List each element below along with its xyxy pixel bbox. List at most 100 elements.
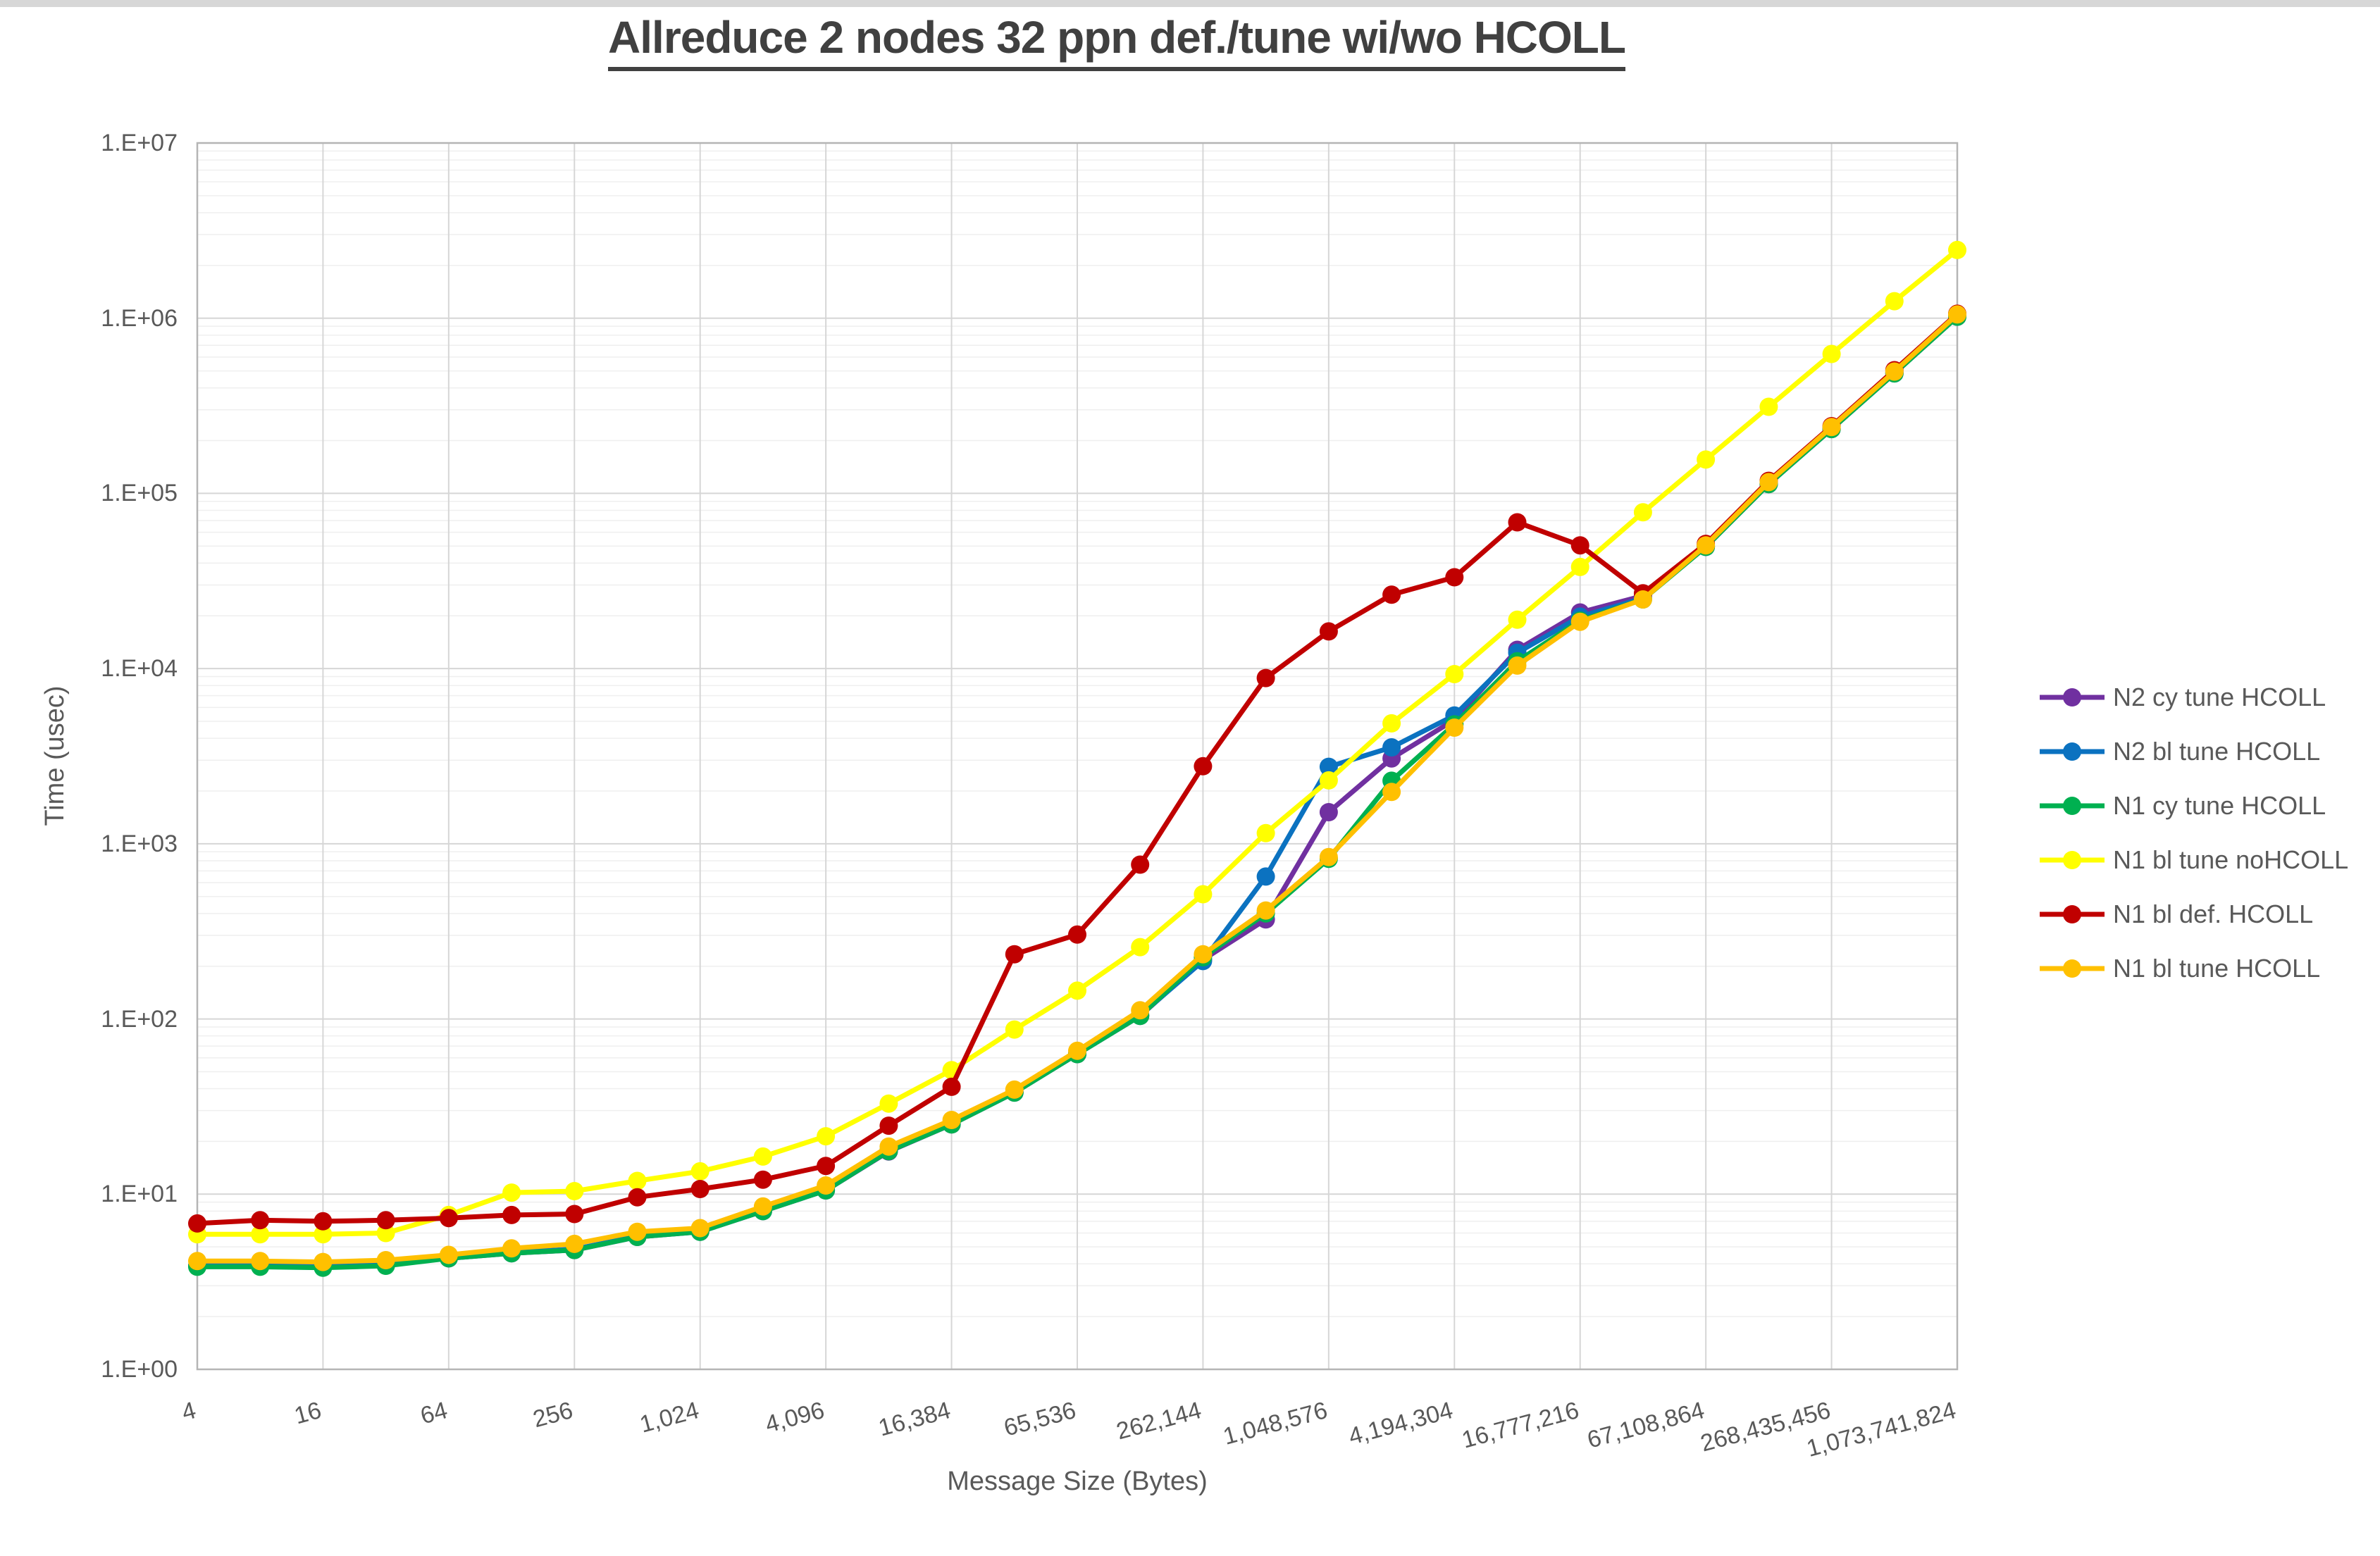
data-point <box>1005 945 1024 964</box>
legend-label: N1 cy tune HCOLL <box>2113 790 2326 820</box>
data-point <box>1319 771 1338 790</box>
data-point <box>1885 362 1904 381</box>
legend-item-2: N1 cy tune HCOLL <box>2038 778 2348 833</box>
data-point <box>188 1252 206 1271</box>
data-point <box>1445 568 1464 587</box>
data-point <box>1508 610 1527 629</box>
data-point <box>1885 292 1904 311</box>
data-point <box>1319 847 1338 866</box>
data-point <box>1256 901 1275 920</box>
data-point <box>1570 536 1589 555</box>
legend-label: N2 cy tune HCOLL <box>2113 682 2326 711</box>
data-point <box>1822 418 1841 437</box>
data-point <box>251 1211 270 1230</box>
y-tick-label: 1.E+06 <box>101 304 178 332</box>
data-point <box>628 1171 647 1190</box>
data-point <box>1319 803 1338 821</box>
data-point <box>942 1111 961 1129</box>
data-point <box>251 1225 270 1244</box>
data-point <box>690 1219 709 1238</box>
data-point <box>1131 938 1150 957</box>
data-point <box>314 1225 333 1244</box>
y-tick-label: 1.E+07 <box>101 130 178 156</box>
data-point <box>1382 585 1401 604</box>
legend-label: N2 bl tune HCOLL <box>2113 736 2321 766</box>
data-point <box>1697 450 1716 469</box>
data-point <box>628 1222 647 1241</box>
legend-label: N1 bl tune HCOLL <box>2113 953 2321 983</box>
data-point <box>1570 612 1589 631</box>
data-point <box>502 1183 521 1202</box>
data-point <box>1948 240 1966 259</box>
data-point <box>753 1147 772 1166</box>
data-point <box>376 1251 395 1269</box>
data-point <box>1822 344 1841 363</box>
data-point <box>376 1211 395 1230</box>
legend-marker-icon <box>2040 959 2105 978</box>
data-point <box>879 1116 898 1135</box>
y-axis-title: Time (usec) <box>40 685 70 826</box>
legend-marker-icon <box>2040 687 2105 707</box>
data-point <box>1256 823 1275 842</box>
data-point <box>439 1245 458 1264</box>
data-point <box>1759 473 1778 492</box>
legend-item-3: N1 bl tune noHCOLL <box>2038 833 2348 887</box>
data-point <box>1697 536 1716 555</box>
legend-item-0: N2 cy tune HCOLL <box>2038 670 2348 724</box>
data-point <box>565 1205 584 1224</box>
data-point <box>817 1176 836 1195</box>
y-tick-label: 1.E+02 <box>101 1005 178 1033</box>
data-point <box>565 1234 584 1253</box>
x-axis-title: Message Size (Bytes) <box>947 1467 1208 1496</box>
data-point <box>1759 397 1778 416</box>
data-point <box>1005 1080 1024 1099</box>
legend: N2 cy tune HCOLL N2 bl tune HCOLL N1 cy tu… <box>2038 670 2348 995</box>
data-point <box>1194 885 1213 904</box>
data-point <box>1319 757 1338 776</box>
legend-item-1: N2 bl tune HCOLL <box>2038 724 2348 778</box>
data-point <box>251 1252 270 1271</box>
data-point <box>439 1209 458 1228</box>
data-point <box>1445 665 1464 683</box>
data-point <box>1068 1041 1086 1060</box>
data-point <box>817 1157 836 1176</box>
data-point <box>1005 1020 1024 1039</box>
data-point <box>188 1214 206 1233</box>
data-point <box>1570 557 1589 576</box>
data-point <box>879 1094 898 1113</box>
data-point <box>1256 867 1275 886</box>
data-point <box>1131 1001 1150 1020</box>
legend-label: N1 bl def. HCOLL <box>2113 899 2314 928</box>
data-point <box>502 1205 521 1224</box>
data-point <box>314 1252 333 1271</box>
data-point <box>1068 981 1086 1000</box>
data-point <box>879 1137 898 1156</box>
data-point <box>565 1182 584 1200</box>
data-point <box>690 1180 709 1198</box>
y-tick-label: 1.E+03 <box>101 830 178 857</box>
legend-marker-icon <box>2040 796 2105 815</box>
data-point <box>1194 757 1213 776</box>
legend-item-5: N1 bl tune HCOLL <box>2038 941 2348 995</box>
window-top-strip <box>0 0 2380 7</box>
data-point <box>817 1127 836 1146</box>
data-point <box>942 1077 961 1096</box>
data-point <box>1948 305 1966 324</box>
data-point <box>1445 718 1464 737</box>
data-point <box>753 1197 772 1216</box>
legend-item-4: N1 bl def. HCOLL <box>2038 887 2348 941</box>
legend-label: N1 bl tune noHCOLL <box>2113 845 2349 874</box>
legend-marker-icon <box>2040 850 2105 869</box>
data-point <box>1633 503 1652 522</box>
data-point <box>628 1188 647 1207</box>
y-tick-label: 1.E+05 <box>101 480 178 507</box>
data-point <box>376 1224 395 1243</box>
data-point <box>1256 668 1275 687</box>
legend-marker-icon <box>2040 904 2105 923</box>
data-point <box>314 1212 333 1231</box>
data-point <box>1319 622 1338 641</box>
data-point <box>1131 855 1150 874</box>
data-point <box>690 1162 709 1181</box>
